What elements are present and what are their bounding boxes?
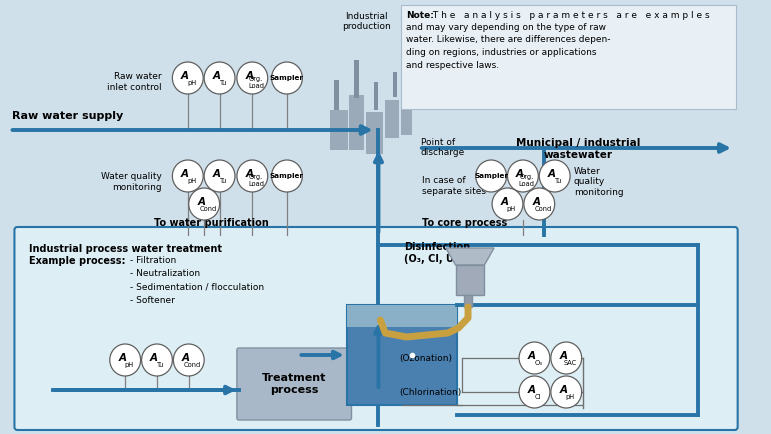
Circle shape bbox=[550, 376, 581, 408]
Circle shape bbox=[507, 160, 538, 192]
Text: (Ozonation): (Ozonation) bbox=[399, 354, 453, 362]
Polygon shape bbox=[446, 248, 494, 265]
Text: pH: pH bbox=[187, 80, 196, 86]
Bar bbox=[386, 100, 399, 138]
Text: Treatment
process: Treatment process bbox=[262, 373, 326, 395]
Text: In case of
separate sites: In case of separate sites bbox=[422, 176, 486, 196]
Text: pH: pH bbox=[187, 178, 196, 184]
Text: A: A bbox=[181, 71, 189, 81]
Text: pH: pH bbox=[566, 394, 574, 400]
Text: Tu: Tu bbox=[555, 178, 562, 184]
Text: A: A bbox=[197, 197, 205, 207]
Text: A: A bbox=[181, 169, 189, 179]
Bar bbox=[366, 112, 383, 154]
Text: To core process: To core process bbox=[422, 218, 507, 228]
Text: Disinfection
(O₃, Cl, UV, ...): Disinfection (O₃, Cl, UV, ...) bbox=[405, 242, 483, 263]
Bar bbox=[456, 265, 484, 295]
Circle shape bbox=[173, 62, 204, 94]
Text: Industrial
production: Industrial production bbox=[342, 12, 391, 31]
FancyBboxPatch shape bbox=[401, 5, 736, 109]
Text: A: A bbox=[559, 385, 567, 395]
Bar bbox=[347, 305, 457, 405]
Text: Tu: Tu bbox=[220, 80, 227, 86]
Text: A: A bbox=[527, 351, 536, 361]
Text: Point of
discharge: Point of discharge bbox=[421, 138, 465, 158]
Text: Example process:: Example process: bbox=[29, 256, 126, 266]
Circle shape bbox=[476, 160, 507, 192]
Text: Raw water supply: Raw water supply bbox=[12, 111, 123, 121]
Text: T h e   a n a l y s i s   p a r a m e t e r s   a r e   e x a m p l e s: T h e a n a l y s i s p a r a m e t e r … bbox=[430, 11, 710, 20]
Circle shape bbox=[189, 188, 220, 220]
Circle shape bbox=[519, 342, 550, 374]
Text: Sampler: Sampler bbox=[474, 173, 508, 179]
Text: pH: pH bbox=[124, 362, 133, 368]
Circle shape bbox=[237, 62, 268, 94]
FancyBboxPatch shape bbox=[237, 348, 352, 420]
Text: Cond: Cond bbox=[534, 206, 552, 212]
Text: A: A bbox=[516, 169, 524, 179]
Text: A: A bbox=[150, 353, 158, 363]
Circle shape bbox=[204, 62, 235, 94]
Text: Water
quality
monitoring: Water quality monitoring bbox=[574, 167, 624, 197]
Text: Raw water
inlet control: Raw water inlet control bbox=[107, 72, 162, 92]
Text: A: A bbox=[527, 385, 536, 395]
Circle shape bbox=[204, 160, 235, 192]
Bar bbox=[348, 95, 364, 150]
Text: Sampler: Sampler bbox=[270, 173, 304, 179]
Bar bbox=[374, 82, 379, 110]
Circle shape bbox=[173, 344, 204, 376]
Circle shape bbox=[550, 342, 581, 374]
Circle shape bbox=[524, 188, 554, 220]
Circle shape bbox=[237, 160, 268, 192]
Text: A: A bbox=[548, 169, 556, 179]
Circle shape bbox=[271, 160, 302, 192]
Bar bbox=[401, 105, 412, 135]
Text: A: A bbox=[559, 351, 567, 361]
Text: Water quality
monitoring: Water quality monitoring bbox=[101, 172, 162, 192]
Text: Cond: Cond bbox=[200, 206, 217, 212]
Text: Industrial process water treatment: Industrial process water treatment bbox=[29, 244, 222, 254]
Text: Note:: Note: bbox=[406, 11, 434, 20]
Text: To water purification: To water purification bbox=[154, 218, 269, 228]
Text: Tu: Tu bbox=[220, 178, 227, 184]
Circle shape bbox=[271, 62, 302, 94]
Text: A: A bbox=[118, 353, 126, 363]
Bar bbox=[405, 65, 409, 97]
Bar bbox=[334, 80, 339, 110]
Text: Org.
Load: Org. Load bbox=[248, 76, 264, 89]
Text: (Chlorination): (Chlorination) bbox=[399, 388, 462, 397]
Text: - Filtration
- Neutralization
- Sedimentation / flocculation
- Softener: - Filtration - Neutralization - Sediment… bbox=[130, 256, 264, 305]
Circle shape bbox=[109, 344, 140, 376]
Text: and may vary depending on the type of raw
water. Likewise, there are differences: and may vary depending on the type of ra… bbox=[406, 23, 611, 69]
FancyBboxPatch shape bbox=[15, 227, 738, 430]
Text: A: A bbox=[245, 169, 254, 179]
Text: A: A bbox=[213, 169, 221, 179]
Bar bbox=[355, 60, 359, 98]
Text: O₃: O₃ bbox=[534, 360, 542, 366]
Text: Cond: Cond bbox=[184, 362, 201, 368]
Text: Tu: Tu bbox=[157, 362, 164, 368]
Text: A: A bbox=[182, 353, 190, 363]
Text: A: A bbox=[213, 71, 221, 81]
Bar bbox=[393, 72, 397, 97]
Text: Cl: Cl bbox=[535, 394, 541, 400]
Text: pH: pH bbox=[507, 206, 516, 212]
Bar bbox=[347, 305, 457, 327]
Text: Org.
Load: Org. Load bbox=[519, 174, 535, 187]
Circle shape bbox=[142, 344, 173, 376]
Bar bbox=[464, 295, 472, 307]
Text: A: A bbox=[533, 197, 540, 207]
Bar bbox=[457, 245, 699, 305]
Text: Municipal / industrial
wastewater: Municipal / industrial wastewater bbox=[516, 138, 640, 160]
Text: A: A bbox=[500, 197, 509, 207]
Bar bbox=[330, 110, 348, 150]
Text: Sampler: Sampler bbox=[270, 75, 304, 81]
Circle shape bbox=[173, 160, 204, 192]
Circle shape bbox=[519, 376, 550, 408]
Circle shape bbox=[539, 160, 570, 192]
Text: SAC: SAC bbox=[564, 360, 577, 366]
Text: A: A bbox=[245, 71, 254, 81]
Circle shape bbox=[492, 188, 523, 220]
Text: Org.
Load: Org. Load bbox=[248, 174, 264, 187]
